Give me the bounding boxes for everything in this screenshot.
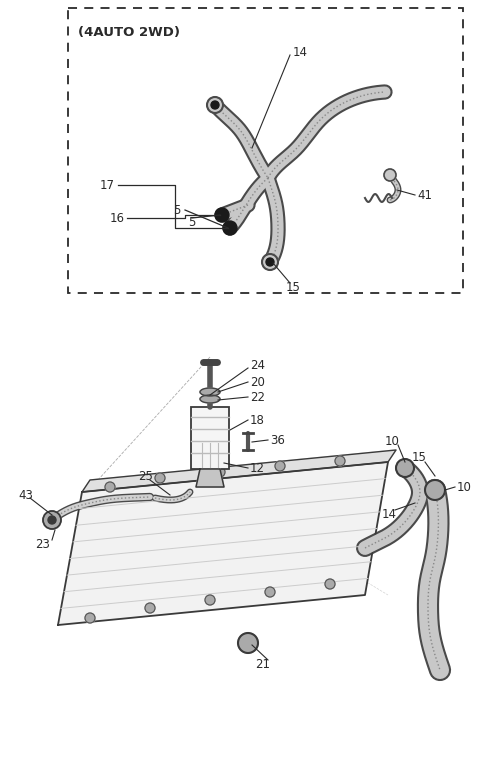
- Text: 14: 14: [293, 46, 308, 59]
- Circle shape: [215, 467, 225, 477]
- Circle shape: [335, 456, 345, 466]
- Circle shape: [207, 97, 223, 113]
- Text: 10: 10: [457, 481, 472, 494]
- Text: 18: 18: [250, 414, 265, 427]
- Text: 5: 5: [188, 216, 195, 229]
- Polygon shape: [58, 462, 388, 625]
- Circle shape: [238, 633, 258, 653]
- Circle shape: [205, 595, 215, 605]
- Polygon shape: [82, 450, 396, 492]
- Circle shape: [265, 587, 275, 597]
- Text: (4AUTO 2WD): (4AUTO 2WD): [78, 26, 180, 39]
- Circle shape: [85, 613, 95, 623]
- Bar: [191, 407, 229, 469]
- Text: 17: 17: [100, 178, 115, 191]
- Text: 12: 12: [250, 462, 265, 475]
- Text: 15: 15: [286, 280, 301, 293]
- Circle shape: [325, 579, 335, 589]
- Circle shape: [425, 480, 445, 500]
- Circle shape: [223, 221, 237, 235]
- Text: 36: 36: [270, 434, 285, 447]
- Ellipse shape: [200, 388, 220, 396]
- Ellipse shape: [200, 395, 220, 403]
- Circle shape: [105, 482, 115, 492]
- Text: 24: 24: [250, 358, 265, 372]
- Circle shape: [275, 461, 285, 471]
- Text: 25: 25: [138, 469, 153, 482]
- Circle shape: [266, 258, 274, 266]
- Text: 20: 20: [250, 376, 265, 389]
- Text: 10: 10: [385, 434, 400, 447]
- Text: 22: 22: [250, 390, 265, 404]
- Text: 14: 14: [382, 507, 397, 520]
- Text: 16: 16: [110, 212, 125, 225]
- Circle shape: [396, 459, 414, 477]
- Circle shape: [384, 169, 396, 181]
- Circle shape: [48, 516, 56, 524]
- Circle shape: [145, 603, 155, 613]
- Circle shape: [211, 101, 219, 109]
- Polygon shape: [196, 469, 224, 487]
- Text: 15: 15: [412, 450, 427, 463]
- Circle shape: [215, 208, 229, 222]
- Text: 21: 21: [255, 658, 270, 671]
- Text: 43: 43: [18, 488, 33, 501]
- Bar: [68, 8, 463, 293]
- Text: 41: 41: [417, 188, 432, 201]
- Text: 23: 23: [35, 539, 50, 552]
- Circle shape: [262, 254, 278, 270]
- Circle shape: [155, 473, 165, 483]
- Circle shape: [43, 511, 61, 529]
- Text: 5: 5: [173, 203, 180, 216]
